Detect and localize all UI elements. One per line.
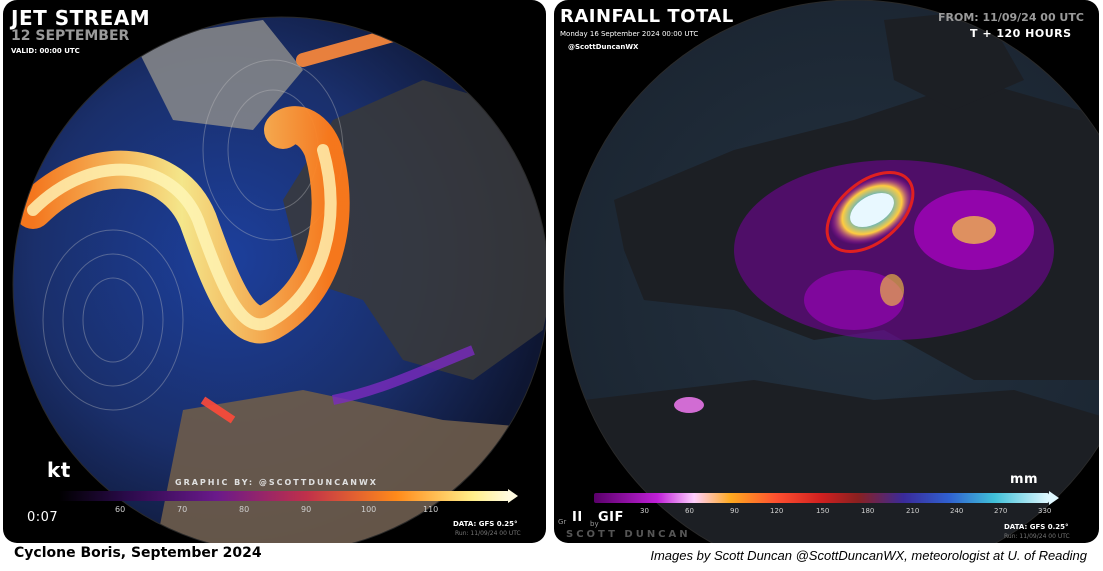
- land-scandinavia: [884, 10, 1024, 110]
- rainfall-globe: [563, 0, 1099, 543]
- colorbar-tick: 240: [950, 507, 964, 515]
- jet-stream-panel: JET STREAM 12 SEPTEMBER VALID: 00:00 UTC…: [3, 0, 546, 543]
- data-source: DATA: GFS 0.25°: [453, 520, 518, 528]
- rainfall-panel: RAINFALL TOTAL Monday 16 September 2024 …: [554, 0, 1099, 543]
- colorbar-arrow-icon: [1049, 491, 1059, 505]
- land-north-africa: [574, 380, 1099, 543]
- colorbar-tick: 90: [301, 505, 312, 514]
- colorbar-tick: 330: [1038, 507, 1052, 515]
- colorbar-tick: 120: [770, 507, 784, 515]
- colorbar-arrow-icon: [508, 489, 518, 503]
- rainfall-colorbar: [594, 493, 1049, 503]
- colorbar-tick: 150: [816, 507, 830, 515]
- gif-badge[interactable]: GIF: [598, 510, 624, 525]
- caption-right: Images by Scott Duncan @ScottDuncanWX, m…: [650, 548, 1087, 563]
- colorbar-tick: 180: [861, 507, 875, 515]
- valid-time: VALID: 00:00 UTC: [11, 47, 80, 55]
- land-europe: [283, 80, 546, 380]
- graphic-credit: GRAPHIC BY: @SCOTTDUNCANWX: [175, 478, 378, 487]
- colorbar-tick: 270: [994, 507, 1008, 515]
- land-greenland: [133, 20, 303, 130]
- jet-stream-globe: [12, 16, 546, 543]
- author-handle: @ScottDuncanWX: [568, 43, 639, 51]
- run-time: Run: 11/09/24 00 UTC: [1004, 533, 1070, 540]
- by-label: by: [590, 520, 599, 528]
- colorbar-tick: 100: [361, 505, 377, 514]
- unit-label-mm: mm: [1010, 472, 1039, 487]
- rainfall-title: RAINFALL TOTAL: [560, 6, 734, 27]
- gr-label: Gr: [558, 518, 567, 526]
- jet-stream-date: 12 SEPTEMBER: [11, 28, 130, 44]
- unit-label-kt: kt: [47, 458, 71, 482]
- pause-icon[interactable]: II: [572, 510, 583, 525]
- colorbar-tick: 110: [423, 505, 439, 514]
- colorbar-tick: 210: [906, 507, 920, 515]
- colorbar-tick: 60: [685, 507, 694, 515]
- video-timer[interactable]: 0:07: [27, 510, 59, 525]
- highlight-circle: [825, 170, 915, 254]
- colorbar-tick: 30: [640, 507, 649, 515]
- caption-left: Cyclone Boris, September 2024: [14, 545, 262, 561]
- data-source: DATA: GFS 0.25°: [1004, 523, 1069, 531]
- colorbar-tick: 90: [730, 507, 739, 515]
- run-time: Run: 11/09/24 00 UTC: [455, 530, 521, 537]
- watermark-name: SCOTT DUNCAN: [566, 529, 691, 540]
- jet-stream-title: JET STREAM: [11, 6, 151, 30]
- valid-date-line: Monday 16 September 2024 00:00 UTC: [560, 30, 699, 38]
- forecast-lead: T + 120 HOURS: [970, 27, 1072, 40]
- colorbar-tick: 70: [177, 505, 188, 514]
- jet-speed-colorbar: [59, 491, 509, 501]
- colorbar-tick: 60: [115, 505, 126, 514]
- forecast-from: FROM: 11/09/24 00 UTC: [938, 11, 1084, 24]
- colorbar-tick: 80: [239, 505, 250, 514]
